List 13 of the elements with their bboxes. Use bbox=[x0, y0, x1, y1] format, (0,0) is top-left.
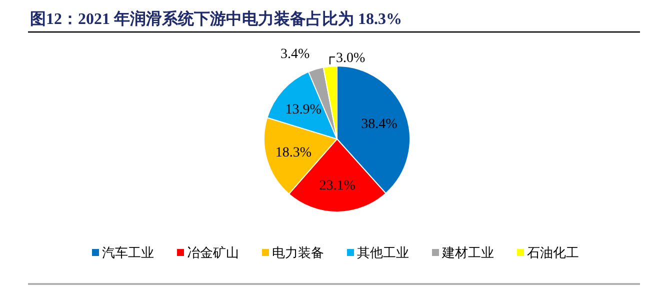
legend-label: 冶金矿山 bbox=[187, 246, 239, 261]
legend-label: 电力装备 bbox=[272, 246, 324, 261]
legend-label: 汽车工业 bbox=[102, 246, 154, 261]
data-label: 13.9% bbox=[285, 102, 322, 118]
title: 图12：2021 年润滑系统下游中电力装备占比为 18.3% bbox=[30, 11, 402, 28]
data-label: 23.1% bbox=[319, 178, 356, 194]
legend-label: 其他工业 bbox=[357, 246, 409, 261]
legend-label: 建材工业 bbox=[441, 246, 494, 261]
data-label: 3.0% bbox=[336, 51, 366, 66]
data-label: 38.4% bbox=[361, 116, 398, 132]
legend-label: 石油化工 bbox=[527, 246, 579, 261]
data-label: 18.3% bbox=[275, 145, 312, 160]
data-label: 3.4% bbox=[280, 46, 310, 62]
